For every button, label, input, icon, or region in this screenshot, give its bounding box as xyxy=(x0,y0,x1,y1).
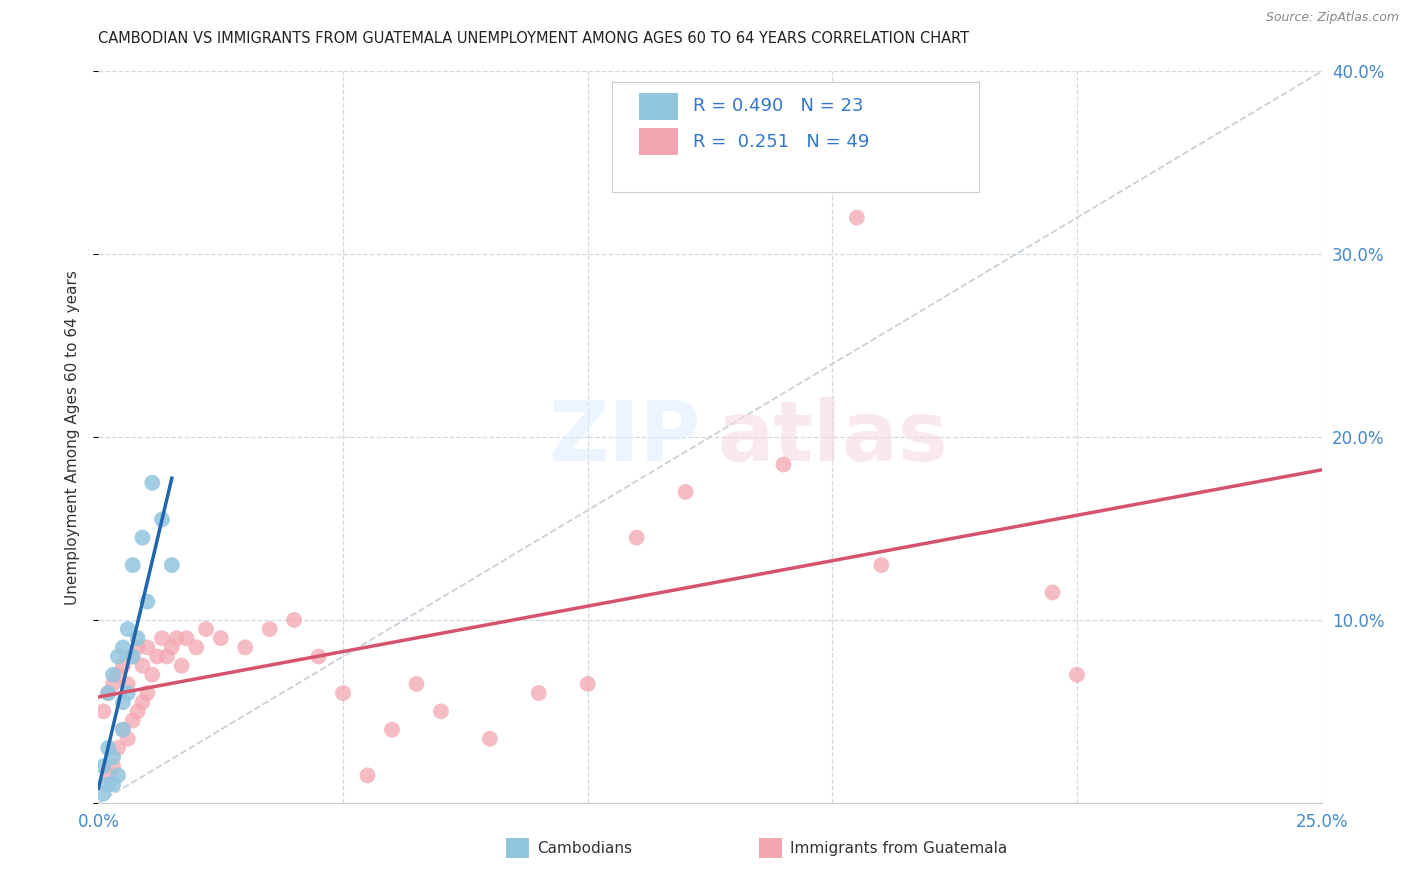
FancyBboxPatch shape xyxy=(612,82,979,192)
Point xyxy=(356,768,378,782)
Point xyxy=(91,759,114,773)
Point xyxy=(101,750,124,764)
Point xyxy=(170,658,193,673)
Point xyxy=(117,731,139,746)
Point xyxy=(131,531,153,545)
Text: Immigrants from Guatemala: Immigrants from Guatemala xyxy=(790,841,1008,855)
Text: R = 0.490   N = 23: R = 0.490 N = 23 xyxy=(693,97,863,115)
Point xyxy=(131,658,153,673)
Point xyxy=(150,512,173,526)
Point xyxy=(1042,585,1064,599)
Point xyxy=(478,731,501,746)
Point xyxy=(870,558,893,573)
Point xyxy=(97,768,120,782)
Point xyxy=(107,768,129,782)
Point xyxy=(111,723,134,737)
Point xyxy=(127,632,149,646)
Text: atlas: atlas xyxy=(717,397,948,477)
Point xyxy=(107,667,129,681)
Point xyxy=(117,677,139,691)
Point xyxy=(141,667,163,681)
Point xyxy=(97,777,120,792)
Point xyxy=(101,759,124,773)
Text: CAMBODIAN VS IMMIGRANTS FROM GUATEMALA UNEMPLOYMENT AMONG AGES 60 TO 64 YEARS CO: CAMBODIAN VS IMMIGRANTS FROM GUATEMALA U… xyxy=(98,31,970,46)
Text: Cambodians: Cambodians xyxy=(537,841,633,855)
Point xyxy=(136,640,159,655)
Point xyxy=(97,740,120,755)
Point xyxy=(107,740,129,755)
Point xyxy=(576,677,599,691)
Point xyxy=(91,787,114,801)
Point xyxy=(160,640,183,655)
Point xyxy=(430,705,453,719)
Point xyxy=(101,677,124,691)
Point xyxy=(156,649,179,664)
Point xyxy=(233,640,256,655)
Y-axis label: Unemployment Among Ages 60 to 64 years: Unemployment Among Ages 60 to 64 years xyxy=(65,269,80,605)
Point xyxy=(176,632,198,646)
Point xyxy=(209,632,232,646)
Point xyxy=(111,723,134,737)
Point xyxy=(97,686,120,700)
Point xyxy=(97,686,120,700)
Point xyxy=(117,622,139,636)
Point xyxy=(101,777,124,792)
Point xyxy=(150,632,173,646)
Bar xyxy=(640,93,678,120)
Point xyxy=(107,649,129,664)
Point xyxy=(527,686,550,700)
Text: Source: ZipAtlas.com: Source: ZipAtlas.com xyxy=(1265,11,1399,24)
Point xyxy=(111,658,134,673)
Point xyxy=(845,211,868,225)
Point xyxy=(111,695,134,709)
Text: ZIP: ZIP xyxy=(548,397,700,477)
Point xyxy=(308,649,330,664)
Point xyxy=(283,613,305,627)
Point xyxy=(675,485,697,500)
Point xyxy=(101,667,124,681)
Point xyxy=(772,458,794,472)
Point xyxy=(626,531,648,545)
Point xyxy=(121,558,143,573)
Point xyxy=(127,640,149,655)
Point xyxy=(117,686,139,700)
Point xyxy=(160,558,183,573)
Point xyxy=(332,686,354,700)
Point xyxy=(195,622,218,636)
Point xyxy=(136,594,159,608)
Point xyxy=(111,640,134,655)
Point xyxy=(121,649,143,664)
Point xyxy=(405,677,427,691)
Point xyxy=(136,686,159,700)
Bar xyxy=(640,128,678,155)
Point xyxy=(186,640,208,655)
Point xyxy=(127,705,149,719)
Point xyxy=(121,649,143,664)
Point xyxy=(166,632,188,646)
Point xyxy=(1066,667,1088,681)
Text: R =  0.251   N = 49: R = 0.251 N = 49 xyxy=(693,133,869,151)
Point xyxy=(259,622,281,636)
Point xyxy=(121,714,143,728)
Point xyxy=(381,723,404,737)
Point xyxy=(131,695,153,709)
Point xyxy=(141,475,163,490)
Point xyxy=(146,649,169,664)
Point xyxy=(91,705,114,719)
